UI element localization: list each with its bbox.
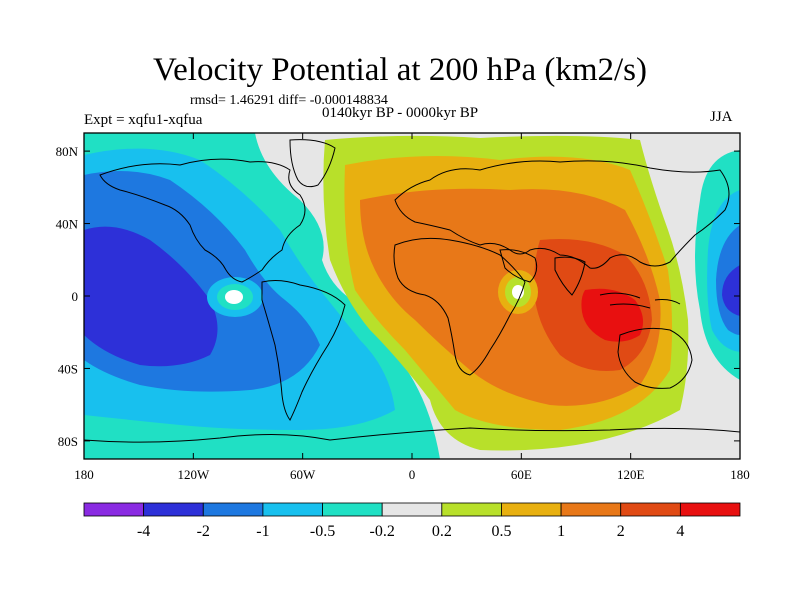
- x-tick-label: 60W: [290, 467, 316, 482]
- field-pos-4: [581, 288, 644, 342]
- x-tick-label: 120E: [617, 467, 645, 482]
- colorbar-label: -0.5: [310, 523, 335, 540]
- y-tick-label: 80S: [58, 434, 78, 449]
- coast-north-america: [99, 158, 306, 283]
- season-label: JJA: [710, 109, 733, 125]
- colorbar-box: [202, 502, 264, 517]
- colorbar-box: [262, 502, 323, 517]
- period-label: 0140kyr BP - 0000kyr BP: [322, 105, 479, 121]
- colorbar-label: -4: [137, 523, 150, 540]
- x-axis: 180 120W 60W 0 60E 120E 180: [74, 133, 750, 482]
- field-neg-2: [84, 226, 218, 367]
- colorbar-box: [83, 502, 145, 517]
- colorbar-label: 0.2: [432, 523, 452, 540]
- colorbar-box: [381, 502, 443, 517]
- field-local-center: [512, 285, 524, 299]
- colorbar-box: [620, 502, 681, 517]
- colorbar-box: [501, 502, 562, 517]
- y-tick-label: 40N: [56, 217, 79, 232]
- chart-title: Velocity Potential at 200 hPa (km2/s): [152, 52, 648, 88]
- coast-australia: [617, 327, 693, 389]
- x-tick-label: 180: [730, 467, 750, 482]
- coast-south-america: [261, 280, 346, 421]
- x-tick-label: 60E: [511, 467, 532, 482]
- coast-maritime-continent: [599, 292, 681, 309]
- colorbar-box: [322, 502, 383, 517]
- colorbar-label: 4: [676, 523, 684, 540]
- x-tick-label: 0: [409, 467, 416, 482]
- y-tick-label: 40S: [58, 361, 78, 376]
- colorbar-box: [441, 502, 502, 517]
- coast-arabia: [499, 249, 538, 283]
- y-tick-label: 0: [72, 289, 79, 304]
- colorbar-label: 0.5: [491, 523, 511, 540]
- coast-antarctica: [84, 427, 740, 443]
- field-neg-east-2: [722, 265, 740, 316]
- colorbar-label: 1: [557, 523, 565, 540]
- colorbar-box: [679, 502, 741, 517]
- y-tick-label: 80N: [56, 144, 79, 159]
- field-zero-center: [225, 290, 243, 304]
- colorbar-box: [143, 502, 204, 517]
- coast-greenland: [289, 139, 336, 188]
- contour-fields: [84, 133, 740, 459]
- coast-eurasia: [394, 160, 730, 269]
- colorbar-label: -1: [256, 523, 269, 540]
- x-tick-label: 120W: [177, 467, 210, 482]
- y-axis: 80N 40N 0 40S 80S: [56, 144, 740, 449]
- coastlines: [84, 139, 740, 443]
- stats-text: rmsd= 1.46291 diff= -0.000148834: [190, 93, 388, 108]
- colorbar-label: -2: [197, 523, 210, 540]
- coast-africa: [393, 237, 526, 376]
- colorbar-box: [560, 502, 622, 517]
- coast-india: [554, 256, 586, 296]
- colorbar-label: 2: [617, 523, 625, 540]
- x-tick-label: 180: [74, 467, 94, 482]
- experiment-label: Expt = xqfu1-xqfua: [84, 112, 203, 128]
- colorbar: -4 -2 -1 -0.5 -0.2 0.2 0.5 1 2 4: [83, 502, 741, 540]
- colorbar-label: -0.2: [370, 523, 395, 540]
